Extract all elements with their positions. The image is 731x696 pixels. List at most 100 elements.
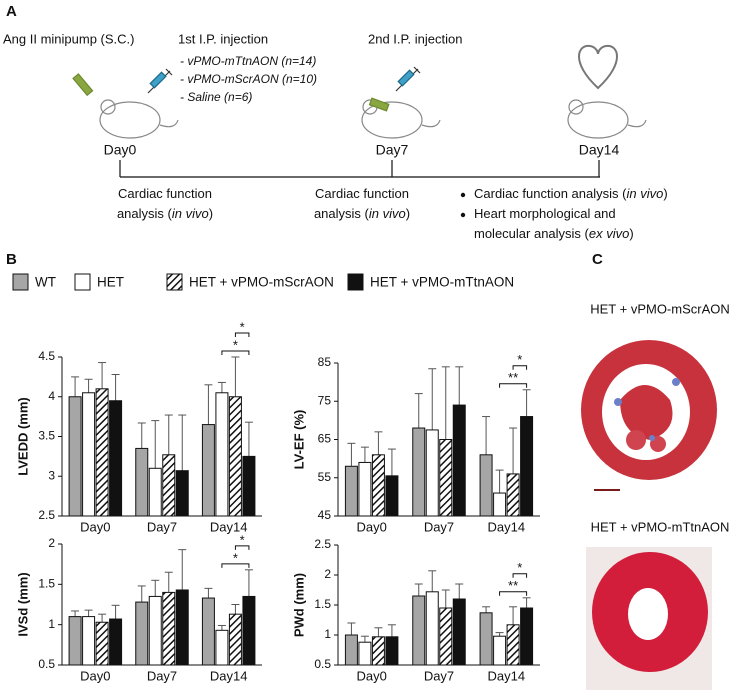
x-tick-label: Day14 xyxy=(488,668,526,683)
bar xyxy=(479,612,493,666)
header: 2nd I.P. injection xyxy=(368,31,462,46)
bar xyxy=(228,613,242,666)
y-tick-label: 1.5 xyxy=(314,597,331,611)
x-tick-label: Day14 xyxy=(210,668,248,683)
significance-label: ** xyxy=(508,370,518,385)
bar xyxy=(215,629,229,666)
y-axis-label: PWd (mm) xyxy=(291,573,306,637)
bar xyxy=(385,636,399,666)
y-tick-label: 3 xyxy=(48,468,55,482)
analysis-text: ex vivo xyxy=(589,226,629,241)
analysis-text: analysis ( xyxy=(117,206,173,221)
significance-label: * xyxy=(240,532,245,547)
y-tick-label: 0.5 xyxy=(38,657,55,671)
bullet xyxy=(460,212,466,218)
significance-bracket xyxy=(234,545,250,550)
y-tick-label: 4.5 xyxy=(38,349,55,363)
legend-swatch xyxy=(12,273,29,291)
bar xyxy=(135,447,149,517)
x-tick-label: Day0 xyxy=(80,668,110,683)
y-tick-label: 55 xyxy=(318,470,332,484)
analysis-text: molecular analysis ( xyxy=(474,226,590,241)
significance-bracket xyxy=(234,332,250,337)
group: - vPMO-mScrAON (n=10) xyxy=(180,72,317,86)
y-tick-label: 0.5 xyxy=(314,657,331,671)
legend-label: HET + vPMO-mScrAON xyxy=(189,275,334,290)
histology-image xyxy=(586,547,712,690)
bar xyxy=(439,439,453,517)
bar xyxy=(148,595,162,666)
analysis-text: Heart morphological and xyxy=(474,206,616,221)
bar xyxy=(175,589,189,666)
day-label: Day14 xyxy=(579,142,620,158)
analysis-text: Cardiac function analysis ( xyxy=(474,186,627,201)
y-tick-label: 1 xyxy=(324,627,331,641)
analysis-text: Cardiac function xyxy=(315,186,409,201)
significance-bracket xyxy=(512,365,528,370)
bar xyxy=(95,388,109,517)
analysis-line: Cardiac function xyxy=(315,186,409,201)
mice xyxy=(72,44,647,139)
significance-label: * xyxy=(517,352,522,367)
analysis-text: analysis ( xyxy=(314,206,370,221)
analysis-text: in vivo xyxy=(369,206,406,221)
bar xyxy=(135,601,149,666)
bar xyxy=(412,595,426,666)
bar xyxy=(506,473,520,517)
panel-label: A xyxy=(6,3,17,20)
analysis-line: Heart morphological and xyxy=(474,206,616,221)
analysis-line: analysis (in vivo) xyxy=(314,206,410,221)
bar xyxy=(425,591,439,666)
x-tick-label: Day0 xyxy=(356,519,386,534)
y-tick-label: 75 xyxy=(318,393,332,407)
bar xyxy=(175,470,189,517)
image-caption: HET + vPMO-mTtnAON xyxy=(591,519,730,534)
group-list: - vPMO-mTtnAON (n=14) - vPMO-mScrAON (n=… xyxy=(180,54,317,104)
y-tick-label: 2.5 xyxy=(38,508,55,522)
bar xyxy=(479,454,493,517)
bar xyxy=(109,400,123,517)
bar xyxy=(162,591,176,666)
bar xyxy=(385,475,399,517)
day-label: Day7 xyxy=(376,142,409,158)
x-tick-label: Day7 xyxy=(147,668,177,683)
significance-label: * xyxy=(517,560,522,575)
histology-image xyxy=(581,340,717,491)
bar xyxy=(520,416,534,517)
significance-bracket xyxy=(499,383,528,388)
bar xyxy=(109,618,123,666)
legend-swatch xyxy=(74,273,91,291)
y-tick-label: 1 xyxy=(48,617,55,631)
bar xyxy=(371,636,385,666)
panel-label: B xyxy=(6,251,17,268)
bar xyxy=(493,635,507,666)
panel-label: C xyxy=(592,251,603,268)
x-tick-label: Day0 xyxy=(356,668,386,683)
analysis-text: ) xyxy=(406,206,410,221)
significance-bracket xyxy=(221,350,250,355)
image-caption: HET + vPMO-mScrAON xyxy=(590,301,730,316)
bar xyxy=(452,598,466,666)
bar xyxy=(520,607,534,666)
bar xyxy=(371,454,385,517)
header: Ang II minipump (S.C.) xyxy=(3,31,135,46)
x-tick-label: Day7 xyxy=(424,519,454,534)
analysis-line: analysis (in vivo) xyxy=(117,206,213,221)
bar xyxy=(242,455,256,517)
legend-label: WT xyxy=(35,275,56,290)
bar xyxy=(95,621,109,666)
legend-label: HET + vPMO-mTtnAON xyxy=(370,275,514,290)
y-tick-label: 45 xyxy=(318,508,332,522)
y-axis-label: LV-EF (%) xyxy=(291,410,306,470)
day-label: Day0 xyxy=(104,142,137,158)
x-tick-label: Day0 xyxy=(80,519,110,534)
bar xyxy=(201,597,215,666)
analysis-text: ) xyxy=(629,226,633,241)
bar xyxy=(358,641,372,666)
analysis-line: Cardiac function xyxy=(118,186,212,201)
bar xyxy=(358,461,372,517)
legend-label: HET xyxy=(97,275,124,290)
bar xyxy=(82,616,96,666)
y-axis-label: IVSd (mm) xyxy=(15,572,30,636)
